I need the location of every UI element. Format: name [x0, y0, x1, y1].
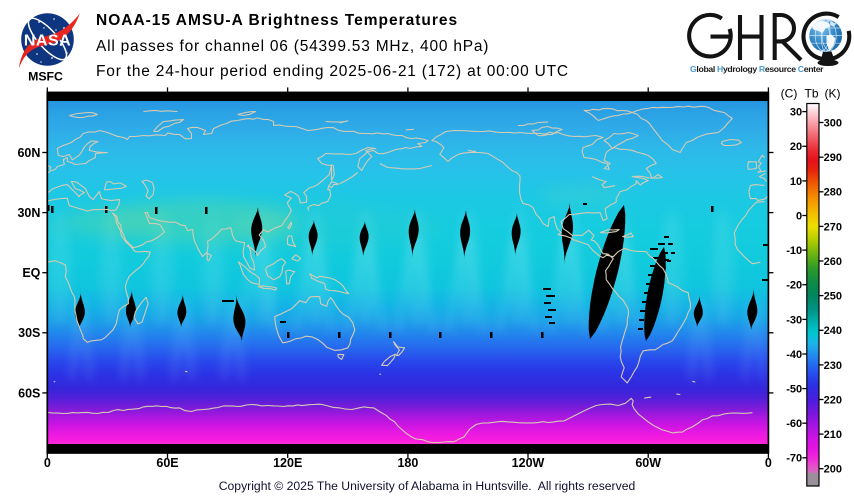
svg-text:30S: 30S [18, 326, 40, 340]
svg-text:60N: 60N [17, 146, 40, 160]
svg-text:280: 280 [824, 187, 842, 199]
svg-text:EQ: EQ [22, 266, 40, 280]
svg-text:MSFC: MSFC [28, 70, 63, 84]
svg-text:-60: -60 [786, 418, 802, 430]
svg-text:220: 220 [824, 394, 842, 406]
svg-text:300: 300 [824, 117, 842, 129]
svg-text:Global Hydrology Resource Cent: Global Hydrology Resource Center [690, 64, 824, 74]
svg-text:(K): (K) [825, 87, 841, 101]
svg-text:270: 270 [824, 221, 842, 233]
svg-text:-70: -70 [786, 453, 802, 465]
svg-text:240: 240 [824, 325, 842, 337]
svg-text:(C): (C) [781, 87, 798, 101]
svg-text:60W: 60W [635, 456, 661, 470]
svg-text:-40: -40 [786, 349, 802, 361]
svg-text:210: 210 [824, 429, 842, 441]
svg-text:Tb: Tb [804, 87, 818, 101]
svg-text:-20: -20 [786, 280, 802, 292]
svg-text:200: 200 [824, 464, 842, 476]
svg-text:250: 250 [824, 291, 842, 303]
svg-text:30N: 30N [17, 206, 40, 220]
svg-text:290: 290 [824, 152, 842, 164]
svg-text:230: 230 [824, 360, 842, 372]
svg-text:0: 0 [796, 210, 802, 222]
svg-text:120W: 120W [512, 456, 545, 470]
svg-text:NASA: NASA [24, 33, 71, 50]
svg-text:180: 180 [397, 456, 418, 470]
svg-text:60S: 60S [18, 386, 40, 400]
svg-text:10: 10 [790, 176, 802, 188]
svg-text:-50: -50 [786, 384, 802, 396]
svg-text:0: 0 [765, 456, 772, 470]
svg-text:-10: -10 [786, 245, 802, 257]
svg-text:60E: 60E [156, 456, 178, 470]
svg-text:30: 30 [790, 107, 802, 119]
svg-text:120E: 120E [273, 456, 302, 470]
svg-text:0: 0 [44, 456, 51, 470]
svg-text:-30: -30 [786, 314, 802, 326]
svg-text:20: 20 [790, 141, 802, 153]
svg-text:260: 260 [824, 256, 842, 268]
